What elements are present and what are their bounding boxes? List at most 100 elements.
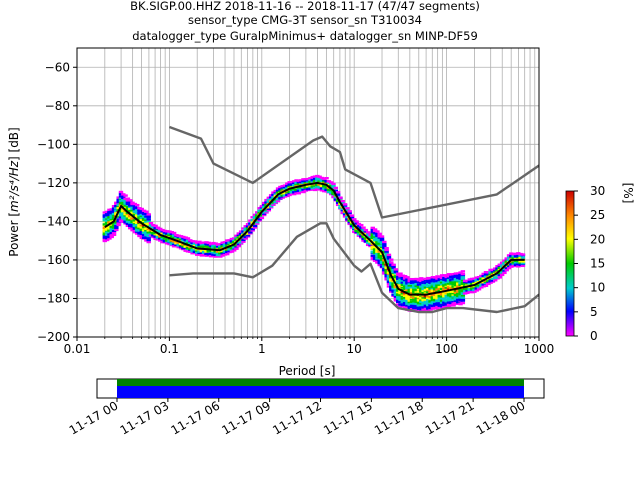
density-cell <box>432 287 438 291</box>
density-cell <box>114 226 119 229</box>
density-cell <box>370 232 375 235</box>
density-cell <box>460 270 466 273</box>
density-cell <box>407 286 412 289</box>
density-cell <box>238 241 244 244</box>
density-cell <box>139 232 144 236</box>
density-cell <box>130 223 135 226</box>
density-cell <box>197 244 202 248</box>
density-cell <box>114 204 119 208</box>
density-cell <box>393 297 399 300</box>
density-cell <box>377 254 382 257</box>
x-axis-label: Period [s] <box>279 364 336 378</box>
density-cell <box>137 223 142 227</box>
density-cell <box>125 205 131 209</box>
density-cell <box>428 308 433 311</box>
density-cell <box>509 252 514 255</box>
density-cell <box>379 256 385 260</box>
density-cell <box>395 277 401 280</box>
density-cell <box>391 293 396 296</box>
density-cell <box>132 222 138 225</box>
density-cell <box>238 232 244 235</box>
density-cell <box>398 290 403 294</box>
density-cell <box>111 209 117 212</box>
density-cell <box>222 253 228 256</box>
density-cell <box>171 240 177 243</box>
density-cell <box>128 205 133 209</box>
density-cell <box>241 240 246 243</box>
density-cell <box>379 237 385 240</box>
density-cell <box>474 289 479 292</box>
x-tick-label: 0.01 <box>64 342 91 356</box>
density-cell <box>118 208 124 211</box>
density-cell <box>412 283 417 287</box>
density-cell <box>446 301 452 304</box>
density-cell <box>400 288 406 292</box>
density-cell <box>435 288 440 291</box>
density-cell <box>384 255 389 259</box>
density-cell <box>176 238 181 242</box>
density-cell <box>183 236 188 239</box>
density-cell <box>280 189 285 193</box>
density-cell <box>148 233 154 237</box>
density-cell <box>476 275 482 279</box>
density-cell <box>409 280 415 283</box>
density-cell <box>308 177 313 180</box>
density-cell <box>398 293 403 297</box>
density-cell <box>167 230 172 233</box>
density-cell <box>162 240 168 243</box>
density-cell <box>414 302 419 306</box>
density-cell <box>285 189 290 193</box>
density-cell <box>377 263 382 267</box>
density-cell <box>220 242 225 246</box>
y-tick-label: −60 <box>45 60 70 74</box>
plot-background <box>77 48 539 337</box>
density-cell <box>252 224 258 228</box>
density-cell <box>218 246 223 249</box>
density-cell <box>513 257 519 260</box>
density-cell <box>372 248 378 251</box>
density-cell <box>412 296 417 299</box>
density-cell <box>146 224 151 228</box>
density-cell <box>405 305 410 308</box>
density-cell <box>389 270 394 273</box>
density-cell <box>379 241 385 245</box>
density-cell <box>128 203 133 206</box>
density-cell <box>116 196 121 199</box>
density-cell <box>155 238 161 241</box>
y-tick-label: −120 <box>37 176 70 190</box>
density-cell <box>451 302 456 305</box>
density-cell <box>257 219 262 222</box>
density-cell <box>412 305 417 308</box>
density-cell <box>141 225 147 229</box>
density-cell <box>444 304 449 308</box>
density-cell <box>395 289 401 292</box>
density-cell <box>287 190 292 194</box>
density-cell <box>342 212 348 216</box>
density-cell <box>386 278 392 281</box>
density-cell <box>416 283 422 286</box>
density-cell <box>458 299 463 302</box>
density-cell <box>458 302 463 306</box>
density-cell <box>132 206 138 210</box>
density-cell <box>486 271 491 274</box>
density-cell <box>428 277 433 280</box>
density-cell <box>472 290 477 293</box>
density-cell <box>121 217 126 220</box>
density-cell <box>432 286 438 289</box>
density-cell <box>458 279 463 282</box>
density-cell <box>432 302 438 306</box>
density-cell <box>139 207 144 211</box>
density-cell <box>446 292 452 296</box>
density-cell <box>243 235 248 239</box>
density-cell <box>146 213 151 216</box>
density-cell <box>384 266 389 270</box>
density-cell <box>446 273 452 276</box>
density-cell <box>430 304 436 308</box>
density-cell <box>174 242 179 245</box>
density-cell <box>324 188 329 192</box>
density-cell <box>204 252 209 256</box>
density-cell <box>407 277 412 281</box>
density-cell <box>402 296 408 299</box>
density-cell <box>167 242 172 246</box>
density-cell <box>513 252 519 256</box>
